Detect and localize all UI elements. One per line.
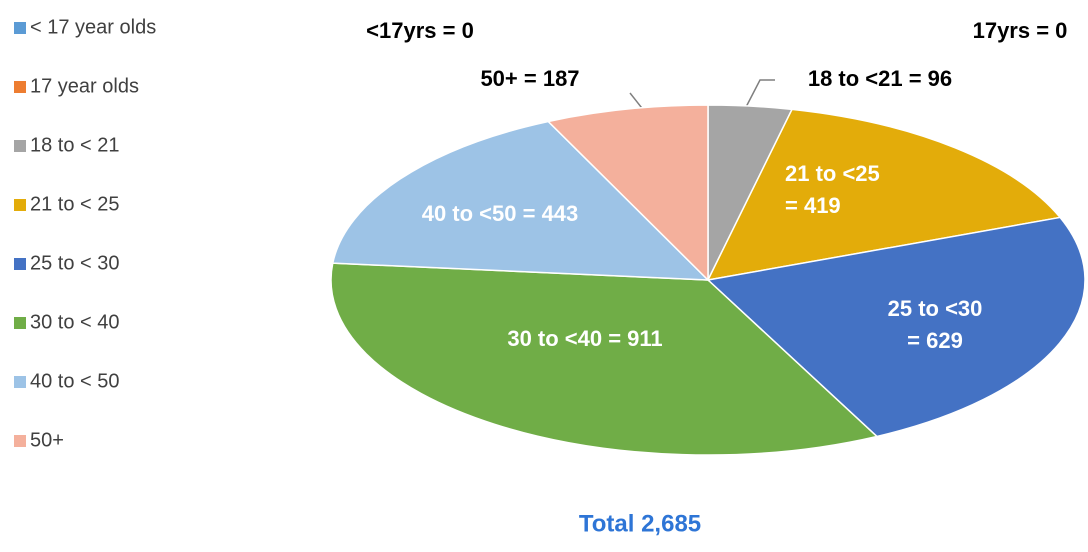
- legend-label: 40 to < 50: [30, 370, 120, 392]
- legend-label: 18 to < 21: [30, 134, 120, 156]
- labels: <17yrs = 0 < 17 year olds 17yrs = 0 17 year…: [14, 16, 1067, 451]
- slice: [331, 120, 710, 281]
- slices: [330, 104, 1086, 456]
- data-label: 21 to <25 = 419: [785, 161, 880, 218]
- data-label: <17yrs = 0: [366, 18, 474, 43]
- legend-label: 50+: [30, 429, 64, 451]
- data-label: 30 to <40 = 911: [507, 326, 662, 351]
- data-label: 50+ = 187: [480, 66, 579, 91]
- slice: [706, 216, 1086, 438]
- legend-label: 30 to < 40: [30, 311, 120, 333]
- legend-swatch: [14, 140, 26, 152]
- data-label: 40 to <50 = 443: [422, 201, 579, 226]
- data-label: 17yrs = 0: [973, 18, 1068, 43]
- legend-label: 25 to < 30: [30, 252, 120, 274]
- data-label: 18 to <21 = 96: [808, 66, 952, 91]
- slice: [706, 108, 1062, 281]
- legend-swatch: [14, 199, 26, 211]
- legend-swatch: [14, 376, 26, 388]
- legend-swatch: [14, 258, 26, 270]
- data-label: 25 to <30 = 629: [888, 296, 983, 353]
- legend-label: 21 to < 25: [30, 193, 120, 215]
- slice: [546, 104, 709, 282]
- total-annotation: Total 2,685: [579, 510, 701, 537]
- leader-line: [744, 79, 775, 110]
- legend-swatch: [14, 317, 26, 329]
- legend-swatch: [14, 435, 26, 447]
- legend-label: < 17 year olds: [30, 16, 156, 38]
- legend-swatch: [14, 81, 26, 93]
- legend-swatch: [14, 22, 26, 34]
- slice: [330, 262, 879, 456]
- legend-label: 17 year olds: [30, 75, 139, 97]
